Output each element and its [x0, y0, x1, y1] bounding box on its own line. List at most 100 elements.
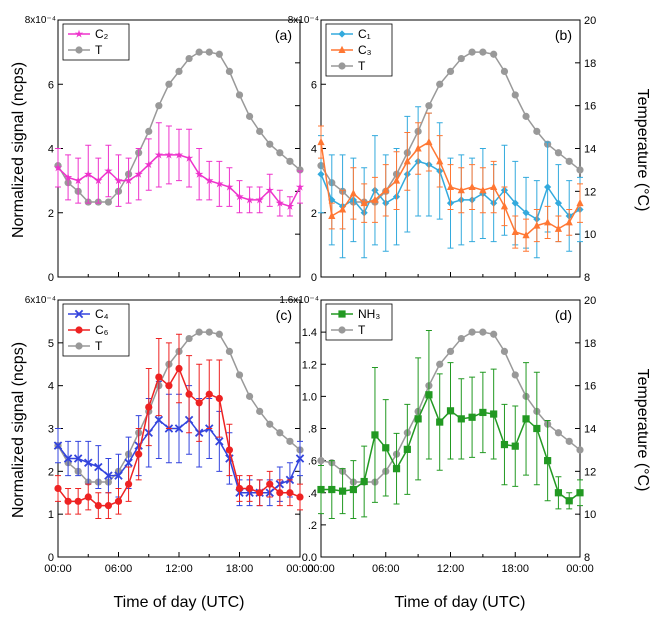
legend-label-d-0: NH₃ — [358, 307, 380, 321]
panel-label-b: (b) — [555, 27, 572, 43]
point-signal-1-d-16 — [490, 410, 498, 418]
point-signal-2-b-18 — [511, 227, 519, 236]
legend-marker-d-1 — [338, 326, 346, 334]
panel-b: 0 2 4 6 8x10⁻⁴ 8 10 12 14 16 18 20 C₁ C₃ T (b) — [288, 15, 597, 284]
point-signal-2-b-4 — [360, 198, 368, 207]
point-signal-1-c-6 — [114, 471, 123, 480]
temp-tick-label-b-1: 10 — [584, 229, 596, 241]
legend-marker-c-0 — [74, 309, 84, 319]
x-tick-label-c-4: 00:00 — [286, 563, 314, 575]
point-signal-1-a-15 — [205, 176, 214, 185]
legend-marker-d-0 — [338, 310, 346, 318]
x-tick-label-d-2: 12:00 — [437, 563, 465, 575]
legend-marker-a-1 — [75, 46, 83, 54]
point-signal-2-b-10 — [425, 137, 433, 146]
point-temperature-a-12 — [175, 67, 183, 75]
point-temperature-c-22 — [276, 429, 284, 437]
point-signal-1-d-4 — [360, 477, 368, 486]
legend-label-a-1: T — [95, 43, 103, 57]
point-signal-2-b-16 — [490, 182, 498, 191]
point-signal-2-b-17 — [500, 202, 509, 210]
x-tick-label-c-0: 00:00 — [44, 563, 72, 575]
y-multiplier-label-c: 6x10⁻⁴ — [25, 295, 56, 306]
point-signal-1-d-12 — [446, 407, 455, 415]
point-signal-1-d-3 — [349, 485, 357, 494]
legend-marker-a-0 — [74, 29, 84, 38]
point-signal-1-a-4 — [94, 176, 103, 185]
point-signal-1-a-10 — [154, 150, 164, 159]
point-signal-1-a-9 — [144, 160, 153, 169]
point-signal-2-b-14 — [468, 182, 476, 191]
point-signal-2-b-11 — [436, 157, 444, 165]
y-multiplier-label-d: 1.6x10⁻⁴ — [279, 295, 319, 306]
point-signal-1-a-5 — [104, 166, 113, 175]
point-signal-2-c-5 — [104, 502, 113, 510]
temp-tick-label-d-1: 10 — [584, 509, 596, 521]
point-temperature-b-11 — [436, 80, 444, 88]
point-signal-2-c-21 — [266, 480, 274, 488]
point-signal-2-b-13 — [457, 186, 465, 194]
point-temperature-a-10 — [155, 102, 163, 110]
point-signal-2-b-2 — [338, 205, 347, 213]
point-signal-2-b-6 — [382, 186, 390, 194]
temp-tick-label-b-6: 20 — [584, 15, 596, 27]
point-temperature-a-5 — [104, 198, 113, 206]
point-temperature-a-9 — [145, 127, 153, 135]
legend-a: C₂ T — [62, 23, 130, 61]
legend-label-c-0: C₄ — [95, 307, 109, 321]
series-temperature-a — [54, 48, 304, 206]
point-temperature-b-13 — [457, 54, 465, 63]
temp-tick-label-d-5: 18 — [584, 338, 596, 350]
point-temperature-d-23 — [565, 437, 573, 445]
point-signal-2-b-8 — [403, 157, 411, 165]
point-signal-2-c-23 — [286, 489, 294, 497]
point-temperature-c-23 — [286, 437, 294, 445]
panel-d: 00:00 06:00 12:00 18:00 00:000.0.2.4.6.81.01… — [279, 295, 596, 575]
point-temperature-b-15 — [479, 48, 487, 56]
point-temperature-d-16 — [490, 330, 498, 338]
series-signal-2-c — [54, 333, 304, 519]
x-tick-label-d-1: 06:00 — [372, 563, 400, 575]
point-temperature-b-14 — [468, 48, 476, 56]
point-signal-1-d-19 — [522, 415, 530, 423]
point-temperature-b-17 — [500, 67, 509, 75]
x-tick-label-c-3: 18:00 — [226, 563, 254, 575]
point-signal-1-b-18 — [511, 199, 519, 207]
y-tick-label-c-0: 0 — [48, 552, 54, 564]
legend-marker-c-1 — [75, 326, 83, 334]
legend-marker-b-1 — [338, 45, 346, 53]
point-signal-1-d-7 — [392, 465, 401, 473]
y-tick-label-a-1: 2 — [48, 208, 54, 220]
point-signal-1-d-18 — [511, 442, 519, 450]
point-signal-1-d-15 — [479, 408, 487, 417]
point-signal-1-c-10 — [154, 415, 164, 425]
point-signal-2-c-20 — [256, 489, 264, 497]
panel-label-d: (d) — [555, 307, 572, 323]
point-signal-2-c-9 — [145, 403, 153, 411]
point-temperature-d-14 — [468, 328, 476, 336]
x-tick-label-c-1: 06:00 — [105, 563, 133, 575]
point-signal-1-a-23 — [285, 201, 295, 210]
point-signal-1-d-0 — [317, 485, 325, 494]
point-temperature-c-13 — [185, 334, 193, 343]
legend-d: NH₃ T — [325, 303, 393, 341]
point-signal-2-b-23 — [565, 218, 573, 226]
panel-label-c: (c) — [276, 307, 292, 323]
point-signal-1-c-7 — [124, 458, 133, 468]
temp-tick-label-b-0: 8 — [584, 272, 590, 284]
point-signal-1-d-10 — [425, 391, 433, 399]
point-signal-1-c-0 — [53, 441, 63, 450]
x-tick-label-d-0: 00:00 — [307, 563, 335, 575]
y-right-axis-title-bottom: Temperature (°C) — [634, 369, 651, 492]
point-temperature-b-18 — [511, 91, 519, 99]
point-signal-2-c-19 — [245, 484, 254, 493]
point-temperature-b-20 — [533, 127, 541, 135]
panel-c: 00:00 06:00 12:00 18:00 00:000123456x10⁻⁴C₄C… — [25, 295, 314, 575]
point-signal-2-c-10 — [155, 373, 163, 381]
legend-marker-b-0 — [338, 30, 346, 38]
point-signal-1-a-16 — [215, 179, 224, 188]
point-temperature-d-18 — [511, 371, 519, 379]
point-temperature-b-12 — [446, 67, 455, 75]
point-signal-2-c-13 — [185, 390, 193, 398]
y-tick-label-c-3: 3 — [48, 424, 54, 436]
